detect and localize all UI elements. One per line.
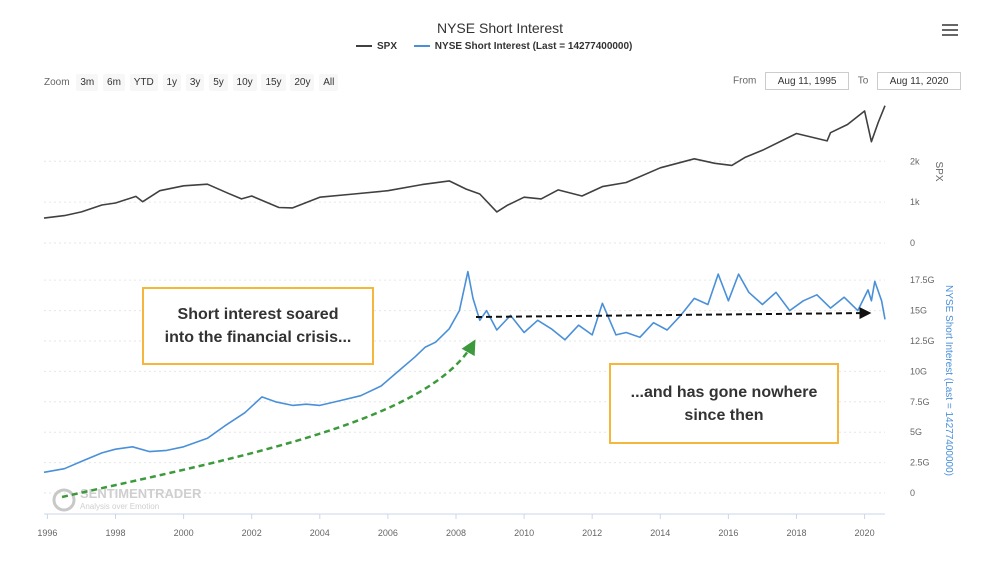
x-tick-label: 2018: [786, 528, 806, 538]
callout-financial-crisis: Short interest soared into the financial…: [142, 287, 374, 365]
to-label: To: [857, 75, 869, 87]
x-tick-label: 2000: [174, 528, 194, 538]
zoom-label: Zoom: [44, 77, 70, 88]
watermark: SENTIMENTRADER Analysis over Emotion: [52, 486, 202, 512]
watermark-brand: SENTIMENTRADER: [80, 486, 202, 501]
x-tick-label: 2016: [718, 528, 738, 538]
nyse-y-tick-label: 7.5G: [910, 397, 930, 407]
legend-swatch-spx: [356, 45, 372, 48]
x-tick-label: 1996: [37, 528, 57, 538]
zoom-button-10y[interactable]: 10y: [232, 74, 257, 91]
x-tick-label: 2008: [446, 528, 466, 538]
nyse-y-tick-label: 0: [910, 488, 915, 498]
x-tick-label: 2004: [310, 528, 330, 538]
x-tick-label: 2006: [378, 528, 398, 538]
nyse-y-tick-label: 15G: [910, 306, 927, 316]
zoom-button-ytd[interactable]: YTD: [129, 74, 158, 91]
callout-gone-nowhere-line1: ...and has gone nowhere: [630, 383, 818, 401]
legend-label-nyse: NYSE Short Interest (Last = 14277400000): [434, 41, 633, 52]
x-tick-label: 2014: [650, 528, 670, 538]
nyse-series-line[interactable]: [43, 270, 886, 474]
nyse-y-tick-label: 17.5G: [910, 275, 935, 285]
spx-y-tick-label: 0: [910, 238, 915, 248]
x-tick-label: 2010: [514, 528, 534, 538]
from-date-input[interactable]: [765, 72, 850, 90]
zoom-button-15y[interactable]: 15y: [261, 74, 286, 91]
from-label: From: [733, 75, 757, 87]
callout-financial-crisis-line2: into the financial crisis...: [164, 329, 352, 346]
axes-layer: 0 1k 2k SPX 0 2.5G 5G 7.5G 10G 12.5G 15G 17.5G NYSE …: [37, 156, 954, 538]
callout-financial-crisis-line1: Short interest soared: [177, 306, 339, 323]
zoom-button-5y[interactable]: 5y: [209, 74, 228, 91]
date-range: From To: [733, 72, 962, 90]
spx-y-tick-label: 2k: [910, 156, 920, 166]
legend-item-nyse[interactable]: NYSE Short Interest (Last = 14277400000): [413, 41, 633, 52]
watermark-tagline: Analysis over Emotion: [80, 502, 159, 511]
chart-title: NYSE Short Interest: [436, 20, 564, 36]
zoom-button-20y[interactable]: 20y: [290, 74, 315, 91]
zoom-button-3m[interactable]: 3m: [76, 74, 99, 91]
x-tick-label: 2002: [242, 528, 262, 538]
zoom-button-1y[interactable]: 1y: [162, 74, 182, 91]
x-tick-label: 2020: [855, 528, 875, 538]
x-tick-label: 1998: [105, 528, 125, 538]
nyse-y-axis-label: NYSE Short Interest (Last = 14277400000): [943, 285, 954, 476]
callout-gone-nowhere: ...and has gone nowhere since then: [609, 363, 839, 444]
legend-item-spx[interactable]: SPX: [356, 41, 397, 52]
zoom-bar: Zoom 3m 6m YTD 1y 3y 5y 10y 15y 20y All: [44, 74, 340, 91]
legend: SPX NYSE Short Interest (Last = 14277400…: [356, 41, 646, 52]
nyse-y-tick-label: 2.5G: [910, 458, 930, 468]
series-layer: [43, 105, 886, 474]
legend-swatch-nyse: [413, 45, 430, 48]
growth-arrow: [61, 339, 476, 499]
spx-series-line[interactable]: [43, 105, 886, 219]
zoom-button-all[interactable]: All: [319, 74, 339, 91]
zoom-button-3y[interactable]: 3y: [185, 74, 205, 91]
nyse-y-tick-label: 10G: [910, 366, 927, 376]
zoom-button-6m[interactable]: 6m: [103, 74, 125, 91]
hamburger-menu-icon[interactable]: [942, 24, 958, 39]
to-date-input[interactable]: [877, 72, 962, 90]
watermark-logo-icon: [52, 488, 76, 512]
nyse-y-tick-label: 5G: [910, 427, 922, 437]
spx-y-axis-label: SPX: [933, 161, 944, 181]
spx-y-tick-label: 1k: [910, 197, 920, 207]
legend-label-spx: SPX: [377, 41, 398, 52]
flat-arrow: [475, 307, 872, 320]
nyse-y-tick-label: 12.5G: [910, 336, 935, 346]
callout-gone-nowhere-line2: since then: [684, 406, 764, 424]
x-tick-label: 2012: [582, 528, 602, 538]
